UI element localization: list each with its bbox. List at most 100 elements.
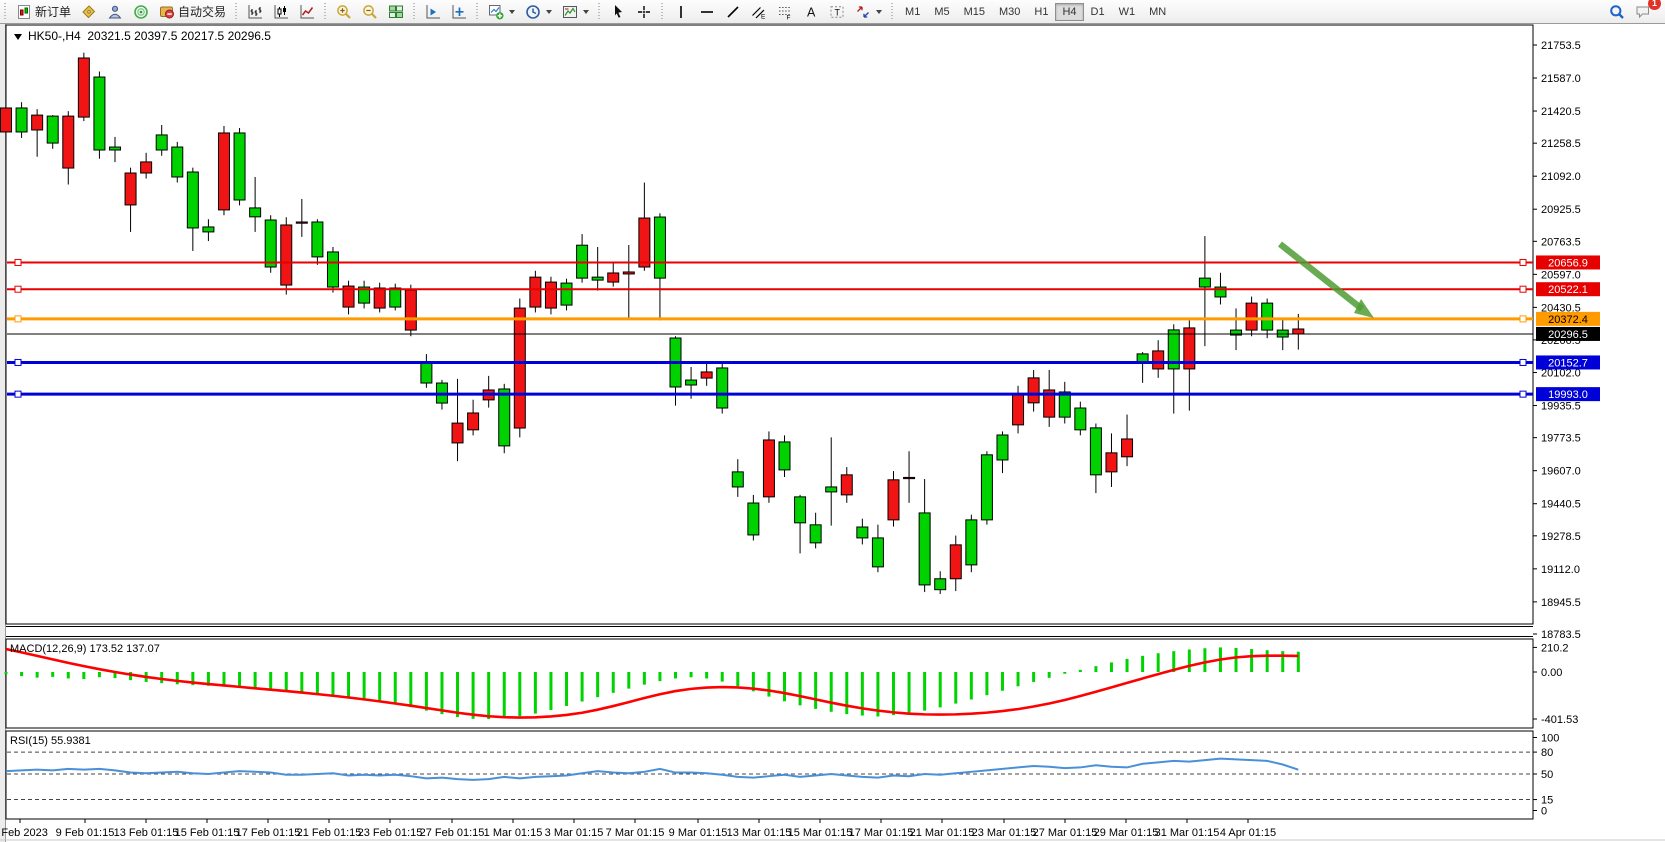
level-handle[interactable] bbox=[14, 258, 22, 266]
candle-body bbox=[871, 537, 884, 568]
level-handle[interactable] bbox=[14, 358, 22, 366]
toolbar-grip[interactable] bbox=[2, 2, 9, 21]
toolbar-grip[interactable] bbox=[596, 2, 604, 21]
terminal-person-icon bbox=[108, 5, 122, 18]
dropdown-arrow-icon[interactable] bbox=[583, 9, 590, 14]
add-indicator-button[interactable] bbox=[484, 2, 519, 22]
bar-chart-button[interactable] bbox=[243, 2, 267, 22]
candle-chart-button[interactable] bbox=[269, 2, 293, 22]
chart-shift-button[interactable] bbox=[447, 2, 471, 22]
annotation-arrow[interactable] bbox=[1277, 241, 1365, 312]
new-order-button[interactable]: 新订单 bbox=[12, 1, 75, 22]
toolbar-grip[interactable] bbox=[233, 2, 241, 21]
vline-button[interactable] bbox=[669, 2, 693, 22]
candle-body bbox=[15, 107, 28, 133]
dropdown-arrow-icon[interactable] bbox=[546, 9, 553, 14]
toolbar-grip[interactable] bbox=[322, 2, 330, 21]
ohlc-close: 20296.5 bbox=[227, 29, 271, 43]
vline-icon bbox=[680, 5, 682, 18]
timeframe-m15-button[interactable]: M15 bbox=[963, 5, 985, 18]
main-chart-panel[interactable] bbox=[5, 24, 1534, 625]
crosshair-icon bbox=[638, 5, 651, 18]
trendline-button[interactable] bbox=[721, 2, 745, 22]
templates-button[interactable] bbox=[558, 2, 593, 22]
level-handle[interactable] bbox=[14, 315, 22, 323]
candle-body bbox=[918, 512, 931, 586]
candle-body bbox=[420, 362, 433, 384]
candle-body bbox=[996, 434, 1009, 461]
level-handle[interactable] bbox=[1519, 358, 1527, 366]
line-chart-button[interactable] bbox=[295, 2, 319, 22]
candle-body bbox=[980, 454, 993, 521]
crosshair-button[interactable] bbox=[632, 2, 656, 22]
autotrade-button[interactable]: 自动交易 bbox=[155, 1, 230, 22]
timeframe-h4-button[interactable]: H4 bbox=[1055, 2, 1084, 21]
dropdown-arrow-icon[interactable] bbox=[509, 9, 516, 14]
time-tick-label: 7 Mar 01:15 bbox=[606, 827, 665, 839]
candle-body bbox=[716, 367, 729, 409]
toolbar-grip[interactable] bbox=[659, 2, 667, 21]
rsi-line bbox=[5, 757, 1299, 781]
hline-button[interactable] bbox=[695, 2, 719, 22]
toolbar-grip[interactable] bbox=[411, 2, 419, 21]
tile-windows-button[interactable] bbox=[384, 2, 408, 22]
timeframe-m30-button[interactable]: M30 bbox=[999, 5, 1021, 18]
rsi-tick-label: 0 bbox=[1541, 806, 1547, 818]
price-tick-label: 21420.5 bbox=[1541, 106, 1581, 118]
new-order-button-label: 新订单 bbox=[35, 5, 72, 19]
zoom-in-button[interactable] bbox=[332, 2, 356, 22]
symbol-dropdown-caret[interactable] bbox=[14, 33, 22, 40]
annotation-arrowhead[interactable] bbox=[1354, 299, 1374, 318]
dropdown-arrow-icon[interactable] bbox=[876, 9, 883, 14]
text-button[interactable]: A bbox=[799, 2, 823, 22]
timeframe-d1-button[interactable]: D1 bbox=[1090, 5, 1105, 18]
chart-header: HK50-,H4 20321.5 20397.5 20217.5 20296.5 bbox=[14, 29, 271, 43]
candle-body bbox=[249, 207, 262, 218]
candle-body bbox=[653, 216, 666, 279]
candle-body bbox=[1183, 327, 1196, 370]
toolbar-grip[interactable] bbox=[889, 2, 897, 21]
add-indicator-icon bbox=[489, 4, 504, 19]
timeframe-h1-button[interactable]: H1 bbox=[1034, 5, 1049, 18]
candle-body bbox=[0, 107, 12, 133]
search-button[interactable] bbox=[1605, 2, 1629, 22]
zoom-out-button[interactable] bbox=[358, 2, 382, 22]
candle-body bbox=[326, 251, 339, 288]
svg-text:F: F bbox=[787, 14, 791, 20]
label-t-icon: T bbox=[830, 5, 844, 18]
arrows-button[interactable] bbox=[851, 2, 886, 22]
level-handle[interactable] bbox=[14, 390, 22, 398]
timeframe-m5-button[interactable]: M5 bbox=[934, 5, 950, 18]
level-handle[interactable] bbox=[14, 285, 22, 293]
auto-scroll-button[interactable] bbox=[421, 2, 445, 22]
level-handle[interactable] bbox=[1519, 390, 1527, 398]
timeframe-m1-button[interactable]: M1 bbox=[905, 5, 921, 18]
candle-body bbox=[31, 114, 44, 131]
candle-body bbox=[1121, 438, 1134, 458]
time-tick-label: 23 Mar 01:15 bbox=[972, 827, 1037, 839]
signals-button[interactable] bbox=[129, 2, 153, 22]
fibonacci-button[interactable]: F bbox=[773, 2, 797, 22]
notifications-button[interactable]: 1 bbox=[1631, 0, 1661, 22]
label-button[interactable]: T bbox=[825, 2, 849, 22]
candle-body bbox=[1074, 407, 1087, 431]
toolbar-grip[interactable] bbox=[474, 2, 482, 21]
candle-body bbox=[560, 282, 573, 306]
level-handle[interactable] bbox=[1519, 315, 1527, 323]
channel-button[interactable]: E bbox=[747, 2, 771, 22]
timeframe-w1-button[interactable]: W1 bbox=[1118, 5, 1136, 18]
periods-button[interactable] bbox=[521, 2, 556, 22]
candle-body bbox=[856, 526, 869, 539]
candle-body bbox=[295, 221, 308, 224]
price-tick-label: 19607.0 bbox=[1541, 466, 1581, 478]
rsi-panel[interactable] bbox=[5, 730, 1534, 820]
market-watch-button[interactable] bbox=[77, 2, 101, 22]
cursor-button[interactable] bbox=[606, 2, 630, 22]
macd-tick-label: 210.2 bbox=[1541, 642, 1569, 654]
timeframe-mn-button[interactable]: MN bbox=[1149, 5, 1167, 18]
level-handle[interactable] bbox=[1519, 285, 1527, 293]
candle-body bbox=[62, 115, 75, 169]
terminal-button[interactable] bbox=[103, 2, 127, 22]
level-handle[interactable] bbox=[1519, 258, 1527, 266]
time-tick-label: 23 Feb 01:15 bbox=[358, 827, 423, 839]
